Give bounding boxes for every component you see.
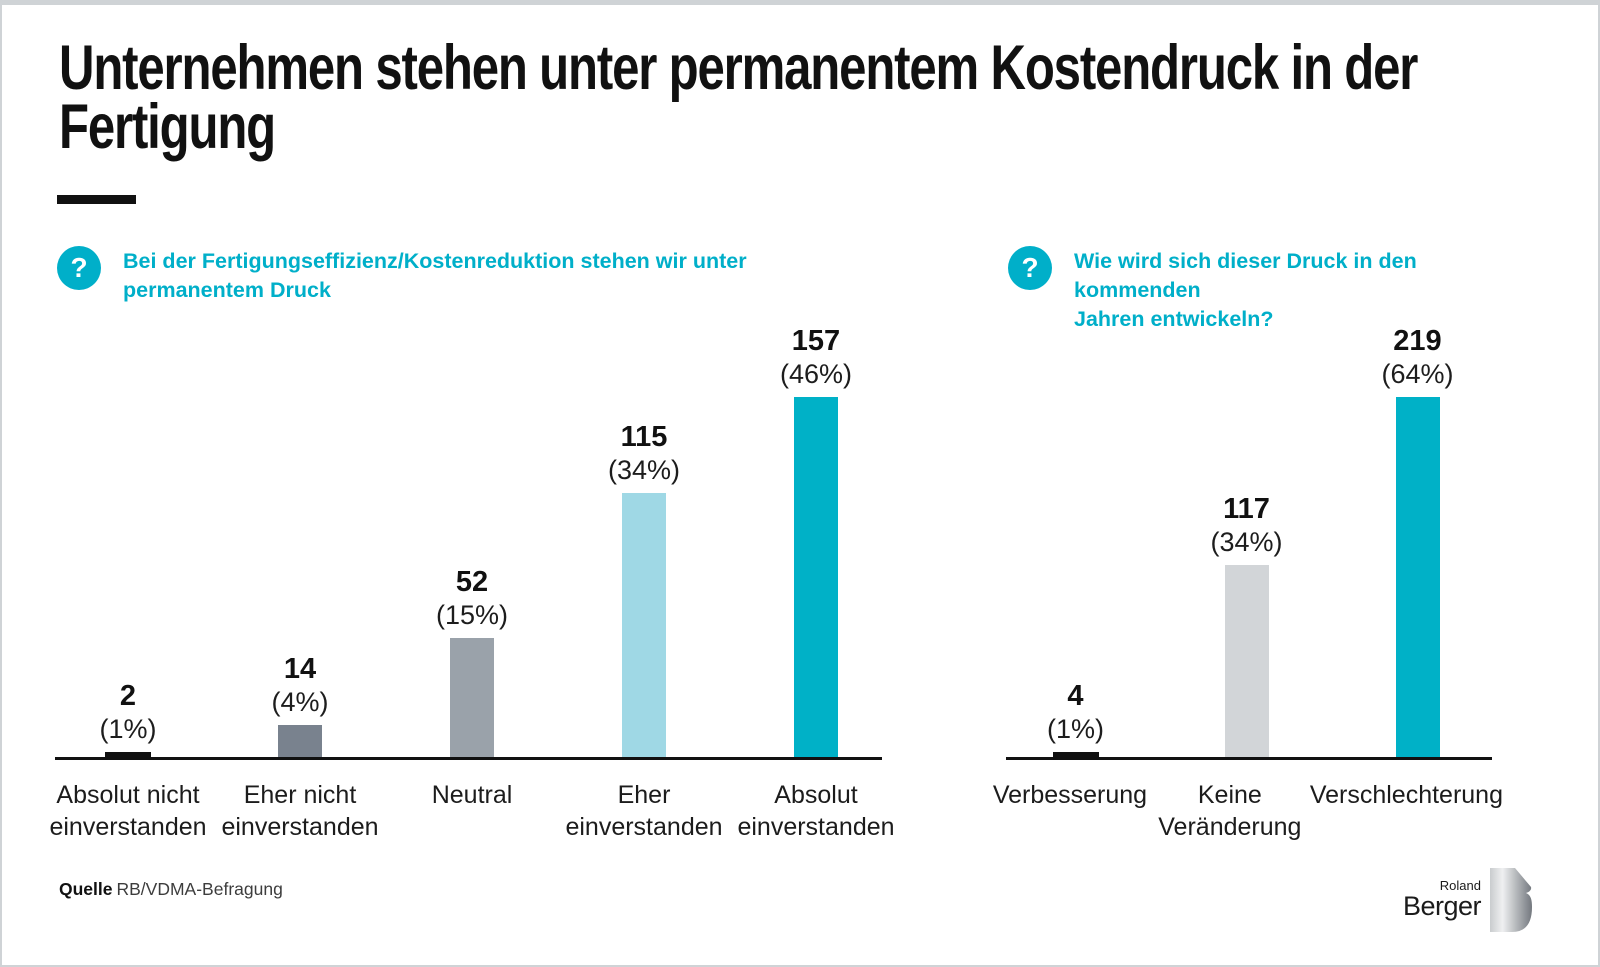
bar-chart-right: 4 (1%) 117 (34%) 219 (64%) Verbesserung Keine … <box>990 323 1503 843</box>
roland-berger-logo: Roland Berger <box>1403 868 1532 932</box>
bar-slot: 52 (15%) <box>386 566 558 757</box>
question-mark-glyph: ? <box>1021 252 1039 283</box>
bar-slot: 157 (46%) <box>730 325 902 757</box>
bar <box>1224 565 1269 757</box>
question-text-right: Wie wird sich dieser Druck in den kommen… <box>1074 249 1417 332</box>
bar-slot: 4 (1%) <box>990 680 1161 760</box>
value-count: 14 <box>283 653 317 685</box>
category-label: Verschlechterung <box>1309 781 1503 809</box>
source-text: RB/VDMA-Befragung <box>116 879 283 899</box>
value-count: 2 <box>119 680 137 712</box>
bar <box>450 638 494 757</box>
category-label: Absolut nicht einverstanden <box>49 781 207 841</box>
source-note: Quelle RB/VDMA-Befragung <box>59 879 283 900</box>
value-label: 219 (64%) <box>1381 325 1453 391</box>
value-label: 4 (1%) <box>1047 680 1104 746</box>
bar <box>622 493 666 757</box>
bar <box>105 752 151 760</box>
value-percent: (34%) <box>1210 527 1283 557</box>
question-mark-icon: ? <box>1008 246 1052 290</box>
bar <box>1052 752 1099 760</box>
value-percent: (15%) <box>435 600 509 630</box>
value-label: 115 (34%) <box>608 421 680 487</box>
question-block-left: ? Bei der Fertigungseffizienz/Kostenredu… <box>57 246 777 305</box>
title-underline-dash <box>57 195 136 204</box>
value-label: 117 (34%) <box>1210 493 1282 559</box>
value-percent: (1%) <box>99 714 157 744</box>
question-text-left: Bei der Fertigungseffizienz/Kostenredukt… <box>123 249 747 303</box>
logo-wordmark: Roland Berger <box>1402 878 1482 932</box>
bar-slot: 219 (64%) <box>1332 325 1503 757</box>
question-mark-glyph: ? <box>70 252 88 283</box>
bars-row: 2 (1%) 14 (4%) 52 (15%) 115 (34%) 157 (46%) <box>42 323 902 760</box>
x-axis-line <box>55 757 882 760</box>
category-label: Verbesserung <box>992 781 1148 809</box>
page-title: Unternehmen stehen unter permanentem Kos… <box>59 33 1418 162</box>
value-percent: (34%) <box>607 455 681 485</box>
value-label: 157 (46%) <box>780 325 852 391</box>
roland-berger-b-icon <box>1490 868 1532 932</box>
question-block-right: ? Wie wird sich dieser Druck in den komm… <box>1008 246 1548 334</box>
category-label: Keine Veränderung <box>1158 781 1302 841</box>
logo-text-berger: Berger <box>1402 891 1482 921</box>
value-count: 115 <box>620 421 668 453</box>
value-count: 52 <box>455 566 489 598</box>
bar <box>1395 397 1440 757</box>
bars-row: 4 (1%) 117 (34%) 219 (64%) <box>990 323 1503 760</box>
bar <box>278 725 322 757</box>
value-count: 117 <box>1223 493 1270 525</box>
source-label: Quelle <box>59 879 113 899</box>
value-label: 52 (15%) <box>436 566 508 632</box>
category-labels-row: Verbesserung Keine Veränderung Verschlecht… <box>990 780 1503 843</box>
value-label: 2 (1%) <box>99 680 156 746</box>
category-labels-row: Absolut nicht einverstanden Eher nicht ei… <box>42 780 902 843</box>
value-count: 157 <box>791 325 841 357</box>
category-label: Neutral <box>431 781 513 809</box>
value-percent: (4%) <box>271 687 329 717</box>
bar-slot: 117 (34%) <box>1161 493 1332 757</box>
value-percent: (46%) <box>779 359 853 389</box>
value-label: 14 (4%) <box>271 653 328 719</box>
value-percent: (1%) <box>1046 714 1104 744</box>
category-label: Absolut einverstanden <box>737 781 895 841</box>
x-axis-line <box>1006 757 1492 760</box>
bar <box>794 397 838 757</box>
value-count: 219 <box>1393 325 1442 357</box>
category-label: Eher nicht einverstanden <box>221 781 379 841</box>
bar-slot: 14 (4%) <box>214 653 386 757</box>
category-label: Eher einverstanden <box>565 781 723 841</box>
value-count: 4 <box>1067 680 1084 712</box>
bar-slot: 2 (1%) <box>42 680 214 760</box>
logo-text-roland: Roland <box>1439 878 1481 893</box>
value-percent: (64%) <box>1381 359 1454 389</box>
question-mark-icon: ? <box>57 246 101 290</box>
bar-chart-left: 2 (1%) 14 (4%) 52 (15%) 115 (34%) 157 (46%) Absol… <box>42 323 902 843</box>
bar-slot: 115 (34%) <box>558 421 730 757</box>
